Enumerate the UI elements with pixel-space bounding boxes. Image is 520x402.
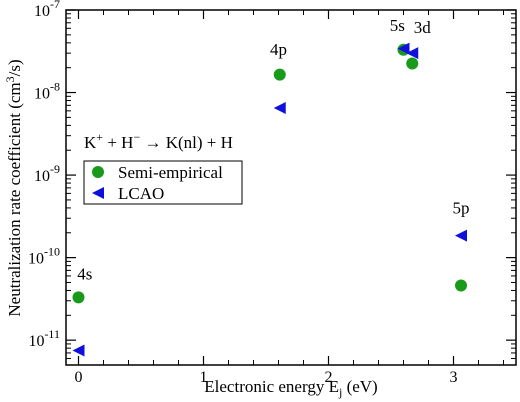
y-tick-label: 10-9 [34,162,60,185]
y-tick-label: 10-7 [34,0,60,20]
legend-lcao-label: LCAO [118,184,164,203]
x-tick-label: 3 [450,369,458,386]
point-annotations: 4s 4p 5s 3d 5p [77,16,469,284]
legend-semi-empirical-marker [92,166,104,178]
lcao-point [273,101,286,114]
semi-empirical-point [455,279,467,292]
x-tick-label: 2 [325,369,333,386]
legend-box [83,160,243,205]
point-label: 5p [453,199,470,218]
y-tick-label: 10-8 [34,80,60,103]
point-label: 4p [270,40,287,59]
data-marks [72,42,467,357]
lcao-point [72,344,85,357]
y-axis-title: Neutralization rate coefficient (cm3/s) [3,59,24,316]
point-label: 4s [77,265,92,284]
y-tick-label: 10-11 [28,327,60,350]
legend-semi-empirical-label: Semi-empirical [118,163,223,182]
x-axis-title: Electronic energy Ej (eV) [204,377,377,399]
lcao-point [397,42,410,55]
semi-empirical-point [406,57,419,70]
lcao-point [406,47,419,60]
x-tick-label: 1 [200,369,208,386]
legend: Semi-empirical LCAO [83,160,243,205]
axis-ticks: 0 1 2 3 10-11 10-10 10-9 10-8 10-7 [28,0,516,386]
y-tick-label: 10-10 [28,245,60,268]
semi-empirical-point [273,68,286,81]
point-label: 3d [414,18,432,37]
x-tick-label: 0 [75,369,83,386]
reaction-equation: K+ + H− → K(nl) + H [84,130,233,152]
point-label: 5s [390,16,405,35]
lcao-point [455,229,467,242]
semi-empirical-point [72,291,85,304]
legend-lcao-marker [92,187,104,199]
